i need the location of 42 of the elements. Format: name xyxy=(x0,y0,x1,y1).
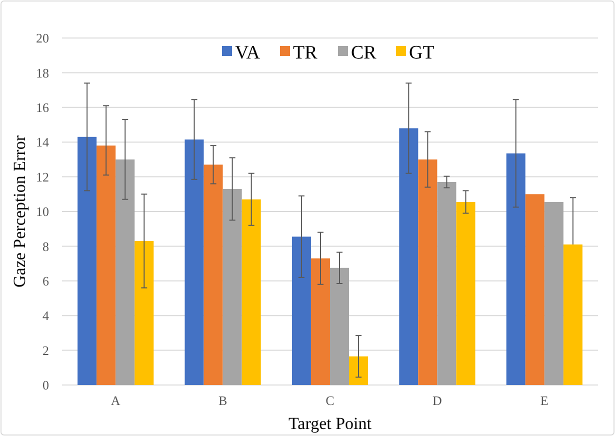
y-tick-label: 0 xyxy=(42,378,49,393)
y-tick-label: 10 xyxy=(36,204,49,220)
bar xyxy=(184,139,204,385)
bar xyxy=(222,188,242,385)
bar xyxy=(563,244,582,385)
bar xyxy=(96,146,116,385)
y-tick-label: 4 xyxy=(42,308,50,324)
x-tick-label: D xyxy=(432,393,442,408)
bar xyxy=(292,236,311,385)
bar xyxy=(418,159,438,385)
x-tick-label: E xyxy=(540,393,548,408)
bar xyxy=(437,182,456,385)
y-tick-label: 8 xyxy=(42,238,49,254)
x-tick-label: B xyxy=(218,393,228,408)
bar xyxy=(544,202,564,385)
y-tick-label: 18 xyxy=(36,65,49,80)
bar xyxy=(506,153,526,385)
bar xyxy=(204,164,223,385)
bar xyxy=(456,202,476,385)
y-tick-label: 14 xyxy=(36,134,50,150)
y-tick-label: 16 xyxy=(36,100,50,115)
y-tick-label: 12 xyxy=(36,169,49,184)
bar xyxy=(525,194,544,385)
legend-label: VA xyxy=(235,42,260,64)
bar xyxy=(310,258,330,385)
bar xyxy=(242,199,261,385)
bar xyxy=(399,128,418,385)
x-axis-title: Target Point xyxy=(288,414,372,433)
bar xyxy=(134,240,154,385)
y-tick-label: 20 xyxy=(36,30,49,46)
y-axis-title: Gaze Perception Error xyxy=(10,135,29,288)
y-tick-label: 6 xyxy=(42,273,50,288)
bar xyxy=(349,356,368,385)
x-tick-label: C xyxy=(326,393,334,408)
y-tick-label: 2 xyxy=(42,342,49,358)
legend-label: CR xyxy=(351,42,377,64)
bar xyxy=(78,136,97,385)
bar xyxy=(116,159,135,385)
legend-label: GT xyxy=(409,42,435,64)
legend-label: TR xyxy=(293,42,318,64)
x-tick-label: A xyxy=(110,393,121,408)
bar xyxy=(330,268,350,385)
